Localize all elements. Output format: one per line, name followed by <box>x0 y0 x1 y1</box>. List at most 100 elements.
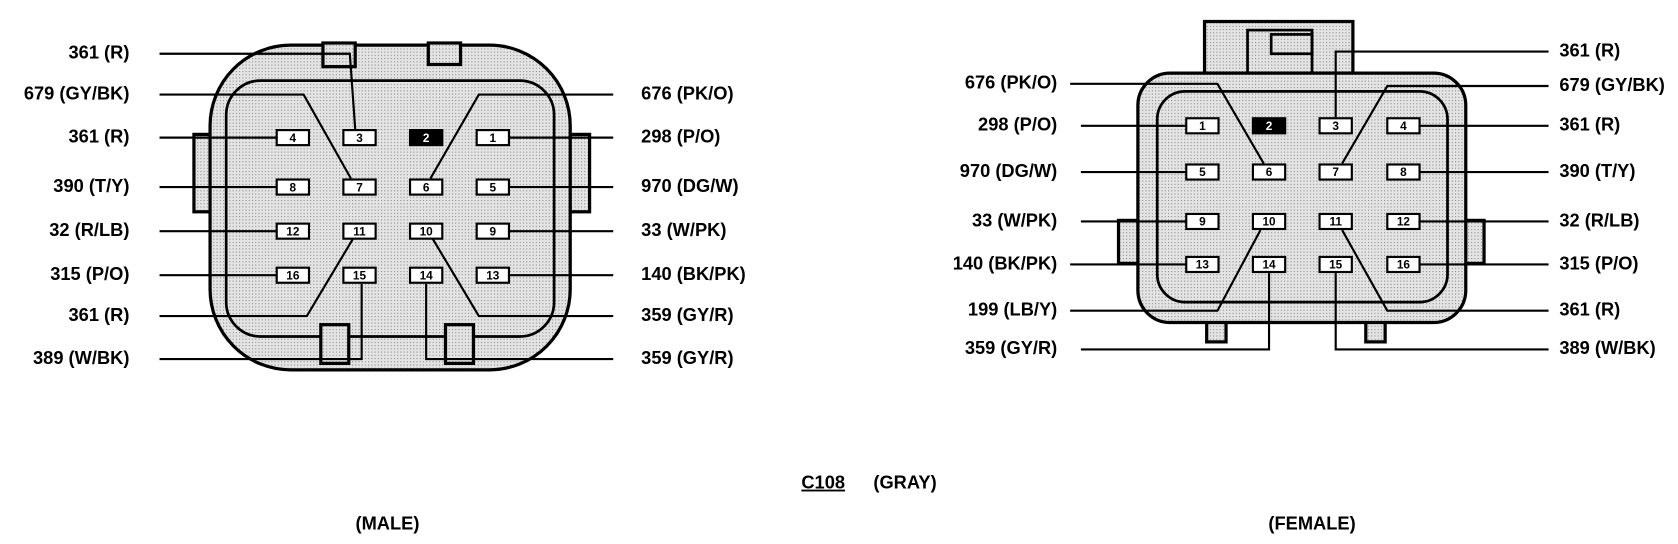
pin <box>342 129 377 147</box>
connector-shell <box>208 43 572 372</box>
pin <box>1318 163 1353 181</box>
wire <box>1341 84 1549 164</box>
pin <box>408 178 444 196</box>
pin <box>1251 117 1287 135</box>
pin <box>1318 255 1353 274</box>
wire-label: 298 (P/O) <box>978 114 1057 135</box>
pin-number: 15 <box>353 268 367 282</box>
pin-number: 5 <box>1199 165 1206 179</box>
pin-number: 16 <box>1397 258 1411 272</box>
wire-label: 970 (DG/W) <box>641 175 738 196</box>
pin-number: 13 <box>1196 258 1210 272</box>
pin-number: 8 <box>290 180 297 194</box>
wire-label: 298 (P/O) <box>641 125 720 146</box>
wire-label: 970 (DG/W) <box>960 160 1057 181</box>
wire <box>1080 273 1271 351</box>
pin <box>1185 255 1220 274</box>
connector-code: C108 <box>801 472 845 493</box>
pin <box>342 178 377 196</box>
pin-number: 3 <box>1332 119 1339 133</box>
pin-number: 1 <box>1199 119 1206 133</box>
connector-color: (GRAY) <box>873 472 936 493</box>
bottom-notch <box>319 323 351 365</box>
connector-shell <box>1136 71 1468 325</box>
wire <box>425 283 614 361</box>
wire <box>159 283 363 361</box>
wire <box>1334 50 1549 118</box>
wire <box>1070 229 1262 312</box>
pin-number: 12 <box>1397 215 1411 229</box>
pin-number: 8 <box>1400 165 1407 179</box>
pin <box>408 222 444 240</box>
wire-label: 359 (GY/R) <box>641 304 733 325</box>
pin-number: 9 <box>490 224 497 238</box>
wire-label: 361 (R) <box>1559 114 1620 135</box>
pin <box>275 129 311 147</box>
wire-label: 32 (R/LB) <box>1559 209 1639 230</box>
wire-label: 676 (PK/O) <box>965 72 1057 93</box>
wire-label: 361 (R) <box>69 304 130 325</box>
pin <box>1318 117 1353 135</box>
wire-label: 390 (T/Y) <box>53 175 129 196</box>
wire-label: 33 (W/PK) <box>641 219 726 240</box>
pin-number: 14 <box>1262 258 1276 272</box>
female-connector <box>1116 19 1486 344</box>
pin <box>275 178 311 196</box>
pin-number: 11 <box>353 224 366 238</box>
pin <box>275 222 311 240</box>
wire-label: 315 (P/O) <box>50 263 129 284</box>
pin-number: 14 <box>420 268 434 282</box>
pin-number: 11 <box>1329 215 1342 229</box>
pin-number: 13 <box>486 268 500 282</box>
wire-label: 361 (R) <box>1559 299 1620 320</box>
wire <box>1070 82 1265 164</box>
wire-label: 359 (GY/R) <box>641 347 733 368</box>
female-caption: (FEMALE) <box>1268 512 1355 533</box>
pin <box>1386 117 1421 135</box>
wire-label: 679 (GY/BK) <box>24 82 130 103</box>
pin-number: 6 <box>1266 165 1273 179</box>
pin-number: 16 <box>286 268 300 282</box>
connector-cavity <box>224 79 556 338</box>
pin <box>475 222 511 240</box>
wire <box>1334 273 1549 351</box>
pin <box>1386 255 1421 274</box>
pin <box>1386 163 1421 181</box>
pin <box>408 266 444 284</box>
pin-number: 15 <box>1329 258 1343 272</box>
pin <box>475 129 511 147</box>
wire <box>431 238 614 318</box>
wire-label: 679 (GY/BK) <box>1559 74 1665 95</box>
pin-number: 7 <box>1332 165 1339 179</box>
wire <box>159 93 352 179</box>
tower-latch <box>1269 33 1314 56</box>
connector-cavity <box>1155 90 1449 304</box>
pin-number: 12 <box>286 224 300 238</box>
wire-label: 359 (GY/R) <box>965 337 1057 358</box>
pin <box>342 222 377 240</box>
pin-number: 9 <box>1199 215 1206 229</box>
pin <box>275 266 311 284</box>
wire-label: 361 (R) <box>69 42 130 63</box>
pin <box>1251 255 1287 274</box>
pin <box>1386 212 1421 231</box>
wire-label: 199 (LB/Y) <box>968 299 1057 320</box>
wire-label: 361 (R) <box>69 125 130 146</box>
pin <box>342 266 377 284</box>
wire-label: 33 (W/PK) <box>972 209 1057 230</box>
pin-number: 7 <box>356 180 363 194</box>
pin-number: 1 <box>490 131 497 145</box>
pin-number: 10 <box>1262 215 1276 229</box>
wire <box>429 93 614 180</box>
male-caption: (MALE) <box>355 512 419 533</box>
bottom-notch <box>443 323 476 365</box>
pin-number: 6 <box>423 180 430 194</box>
pin <box>1185 117 1220 135</box>
wire-label: 32 (R/LB) <box>49 219 129 240</box>
wire-label: 389 (W/BK) <box>1559 337 1655 358</box>
pin <box>1318 212 1353 231</box>
pin <box>1251 212 1287 231</box>
wire <box>159 238 354 318</box>
